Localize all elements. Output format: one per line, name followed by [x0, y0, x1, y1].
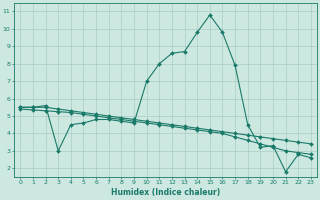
X-axis label: Humidex (Indice chaleur): Humidex (Indice chaleur) — [111, 188, 220, 197]
